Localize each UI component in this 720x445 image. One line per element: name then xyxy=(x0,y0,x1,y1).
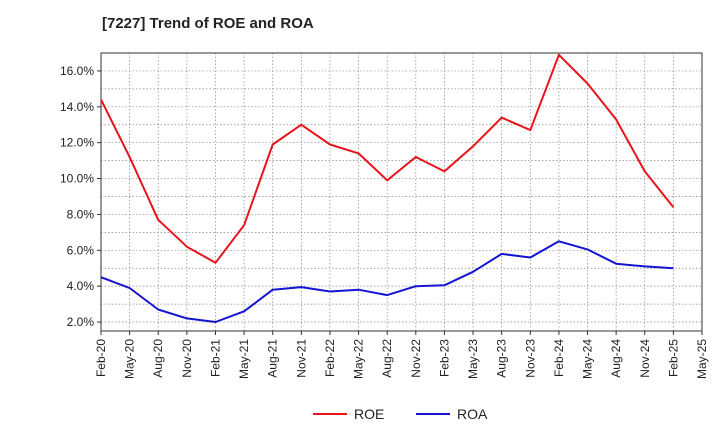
x-tick-label: Aug-20 xyxy=(151,339,165,378)
x-tick-label: Feb-21 xyxy=(208,339,222,377)
x-tick-label: Feb-25 xyxy=(666,339,680,377)
chart-title: [7227] Trend of ROE and ROA xyxy=(102,15,314,32)
x-tick-label: Nov-24 xyxy=(638,339,652,378)
y-tick-label: 4.0% xyxy=(67,279,95,293)
x-tick-label: Aug-22 xyxy=(380,339,394,378)
x-tick-label: Feb-24 xyxy=(552,339,566,377)
legend-label-roa: ROA xyxy=(457,406,488,422)
data-point-roa xyxy=(443,284,446,287)
x-tick-label: May-20 xyxy=(123,339,137,379)
y-tick-label: 6.0% xyxy=(67,243,95,257)
y-tick-label: 8.0% xyxy=(67,207,95,221)
x-tick-label: Aug-23 xyxy=(495,339,509,378)
data-point-roa xyxy=(242,310,245,313)
x-tick-label: Nov-22 xyxy=(409,339,423,378)
data-point-roa xyxy=(586,248,589,251)
x-tick-label: Feb-20 xyxy=(94,339,108,377)
x-tick-label: Aug-24 xyxy=(609,339,623,378)
data-point-roe xyxy=(357,152,360,155)
data-point-roe xyxy=(672,206,675,209)
data-point-roa xyxy=(672,267,675,270)
data-point-roa xyxy=(300,285,303,288)
data-point-roe xyxy=(586,82,589,85)
data-point-roe xyxy=(386,179,389,182)
data-point-roa xyxy=(386,294,389,297)
data-point-roa xyxy=(214,320,217,323)
data-point-roe xyxy=(615,118,618,121)
data-point-roe xyxy=(471,145,474,148)
x-tick-label: May-21 xyxy=(237,339,251,379)
data-point-roe xyxy=(242,224,245,227)
data-point-roa xyxy=(557,240,560,243)
data-point-roe xyxy=(157,218,160,221)
data-point-roa xyxy=(328,290,331,293)
data-point-roe xyxy=(99,98,102,101)
y-tick-label: 12.0% xyxy=(60,136,94,150)
x-tick-label: Aug-21 xyxy=(266,339,280,378)
y-tick-label: 16.0% xyxy=(60,64,94,78)
data-point-roe xyxy=(185,245,188,248)
series-line-roe xyxy=(100,53,675,264)
data-point-roe xyxy=(414,155,417,158)
x-tick-label: May-22 xyxy=(352,339,366,379)
data-point-roe xyxy=(328,143,331,146)
data-point-roa xyxy=(185,317,188,320)
x-tick-label: May-24 xyxy=(581,339,595,379)
x-tick-label: Nov-23 xyxy=(523,339,537,378)
data-point-roa xyxy=(271,288,274,291)
x-tick-label: Feb-23 xyxy=(437,339,451,377)
y-tick-label: 2.0% xyxy=(67,315,95,329)
y-tick-label: 10.0% xyxy=(60,172,94,186)
x-tick-label: Nov-21 xyxy=(294,339,308,378)
data-point-roe xyxy=(128,155,131,158)
data-point-roa xyxy=(357,288,360,291)
x-tick-label: May-25 xyxy=(695,339,709,379)
data-point-roe xyxy=(557,53,560,56)
x-tick-label: Feb-22 xyxy=(323,339,337,377)
y-tick-label: 14.0% xyxy=(60,100,94,114)
data-point-roe xyxy=(643,170,646,173)
data-point-roa xyxy=(500,252,503,255)
data-point-roa xyxy=(615,262,618,265)
data-point-roa xyxy=(414,285,417,288)
legend-label-roe: ROE xyxy=(354,406,384,422)
data-point-roa xyxy=(99,276,102,279)
data-point-roa xyxy=(128,286,131,289)
data-point-roe xyxy=(443,170,446,173)
plot-area xyxy=(101,53,702,331)
data-point-roa xyxy=(643,265,646,268)
data-point-roe xyxy=(271,143,274,146)
data-point-roe xyxy=(529,129,532,132)
data-point-roe xyxy=(214,261,217,264)
x-tick-label: Nov-20 xyxy=(180,339,194,378)
data-point-roa xyxy=(471,270,474,273)
data-point-roa xyxy=(157,308,160,311)
plot-border xyxy=(100,52,703,332)
data-point-roa xyxy=(529,256,532,259)
data-point-roe xyxy=(300,123,303,126)
x-tick-label: May-23 xyxy=(466,339,480,379)
series-line-roa xyxy=(100,240,674,323)
data-point-roe xyxy=(500,116,503,119)
